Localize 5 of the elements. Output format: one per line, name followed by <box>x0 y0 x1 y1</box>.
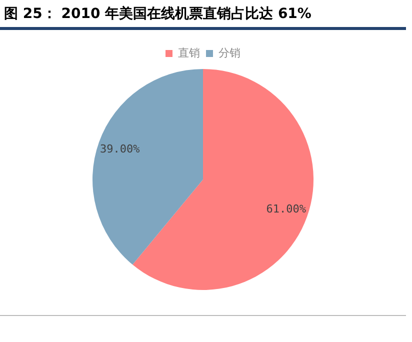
data-label: 39.00% <box>100 142 140 156</box>
chart-title: 图 25： 2010 年美国在线机票直销占比达 61% <box>4 5 312 23</box>
legend-label: 分销 <box>218 48 240 60</box>
data-label: 61.00% <box>266 202 306 216</box>
legend-label: 直销 <box>178 46 200 60</box>
